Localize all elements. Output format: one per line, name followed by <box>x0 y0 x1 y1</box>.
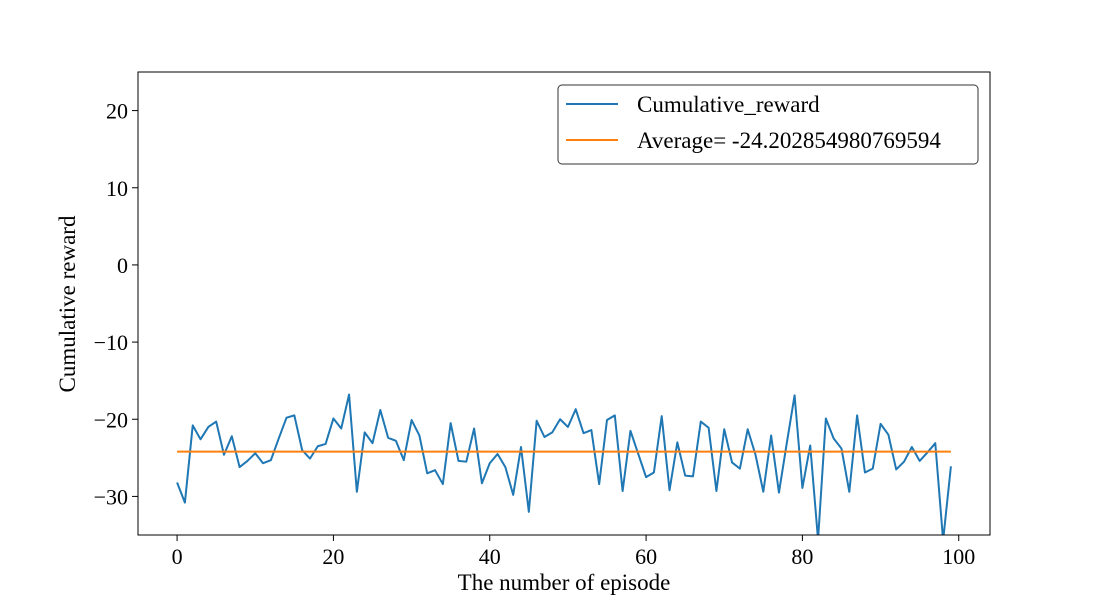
legend-label-cumulative-reward: Cumulative_reward <box>637 92 820 117</box>
series-line-cumulative-reward <box>176 393 952 535</box>
x-tick-label: 40 <box>479 544 501 569</box>
x-axis-title: The number of episode <box>458 570 671 595</box>
x-axis: 0 20 40 60 80 100 <box>172 535 975 569</box>
series-layer <box>176 393 952 535</box>
x-tick-label: 60 <box>635 544 657 569</box>
y-tick-label: 10 <box>106 176 128 201</box>
y-axis-title: Cumulative reward <box>55 215 80 392</box>
legend-box <box>557 84 979 165</box>
plot-frame <box>137 71 991 536</box>
legend: Cumulative_reward Average= -24.202854980… <box>557 84 979 165</box>
legend-label-average: Average= -24.202854980769594 <box>637 128 941 153</box>
x-tick-label: 80 <box>791 544 813 569</box>
y-tick-label: −30 <box>94 484 128 509</box>
x-tick-label: 0 <box>172 544 183 569</box>
y-tick-label: 0 <box>117 253 128 278</box>
y-tick-label: 20 <box>106 99 128 124</box>
y-axis: −30 −20 −10 0 10 20 <box>94 99 138 509</box>
y-tick-label: −20 <box>94 407 128 432</box>
x-tick-label: 100 <box>942 544 975 569</box>
x-tick-label: 20 <box>322 544 344 569</box>
y-tick-label: −10 <box>94 330 128 355</box>
